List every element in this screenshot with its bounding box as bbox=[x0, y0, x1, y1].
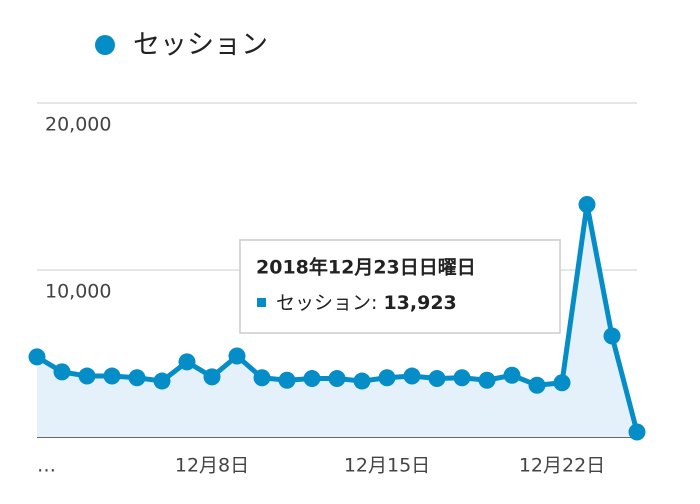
tooltip: 2018年12月23日日曜日 セッション: 13,923 bbox=[239, 239, 561, 334]
data-point bbox=[153, 372, 171, 390]
legend-label: セッション bbox=[133, 30, 268, 61]
data-point bbox=[203, 368, 221, 386]
data-point bbox=[528, 376, 546, 394]
tooltip-box bbox=[239, 239, 561, 334]
area-fill bbox=[37, 204, 637, 437]
data-point bbox=[478, 371, 496, 389]
data-point bbox=[53, 363, 71, 381]
data-point bbox=[328, 370, 346, 388]
tooltip-marker bbox=[257, 298, 266, 307]
data-point bbox=[178, 353, 196, 371]
tooltip-label: セッション: 13,923 bbox=[276, 292, 457, 314]
x-tick-label: … bbox=[37, 455, 56, 477]
data-point bbox=[378, 369, 396, 387]
tooltip-series: セッション: bbox=[276, 292, 377, 314]
data-point bbox=[253, 369, 271, 387]
data-point bbox=[578, 195, 596, 213]
data-point bbox=[78, 367, 96, 385]
data-point bbox=[628, 423, 646, 441]
data-point bbox=[303, 370, 321, 388]
data-point bbox=[403, 367, 421, 385]
data-point bbox=[553, 374, 571, 392]
data-point bbox=[228, 347, 246, 365]
data-point bbox=[128, 369, 146, 387]
data-point bbox=[278, 371, 296, 389]
data-point bbox=[353, 372, 371, 390]
tooltip-title: 2018年12月23日日曜日 bbox=[256, 256, 476, 279]
data-point bbox=[503, 366, 521, 384]
data-point bbox=[28, 348, 46, 366]
data-point bbox=[603, 327, 621, 345]
data-point bbox=[428, 370, 446, 388]
x-tick-label: 12月8日 bbox=[175, 455, 249, 477]
tooltip-value: 13,923 bbox=[383, 292, 456, 314]
legend-marker bbox=[95, 35, 115, 55]
plot-area: 10,000 20,000 … 12月8日 12月15日 12月22日 bbox=[28, 102, 646, 477]
y-tick-label: 20,000 bbox=[45, 114, 111, 136]
y-tick-label: 10,000 bbox=[45, 281, 111, 303]
data-point bbox=[453, 369, 471, 387]
x-tick-label: 12月15日 bbox=[344, 455, 430, 477]
data-point bbox=[103, 367, 121, 385]
x-tick-label: 12月22日 bbox=[519, 455, 605, 477]
